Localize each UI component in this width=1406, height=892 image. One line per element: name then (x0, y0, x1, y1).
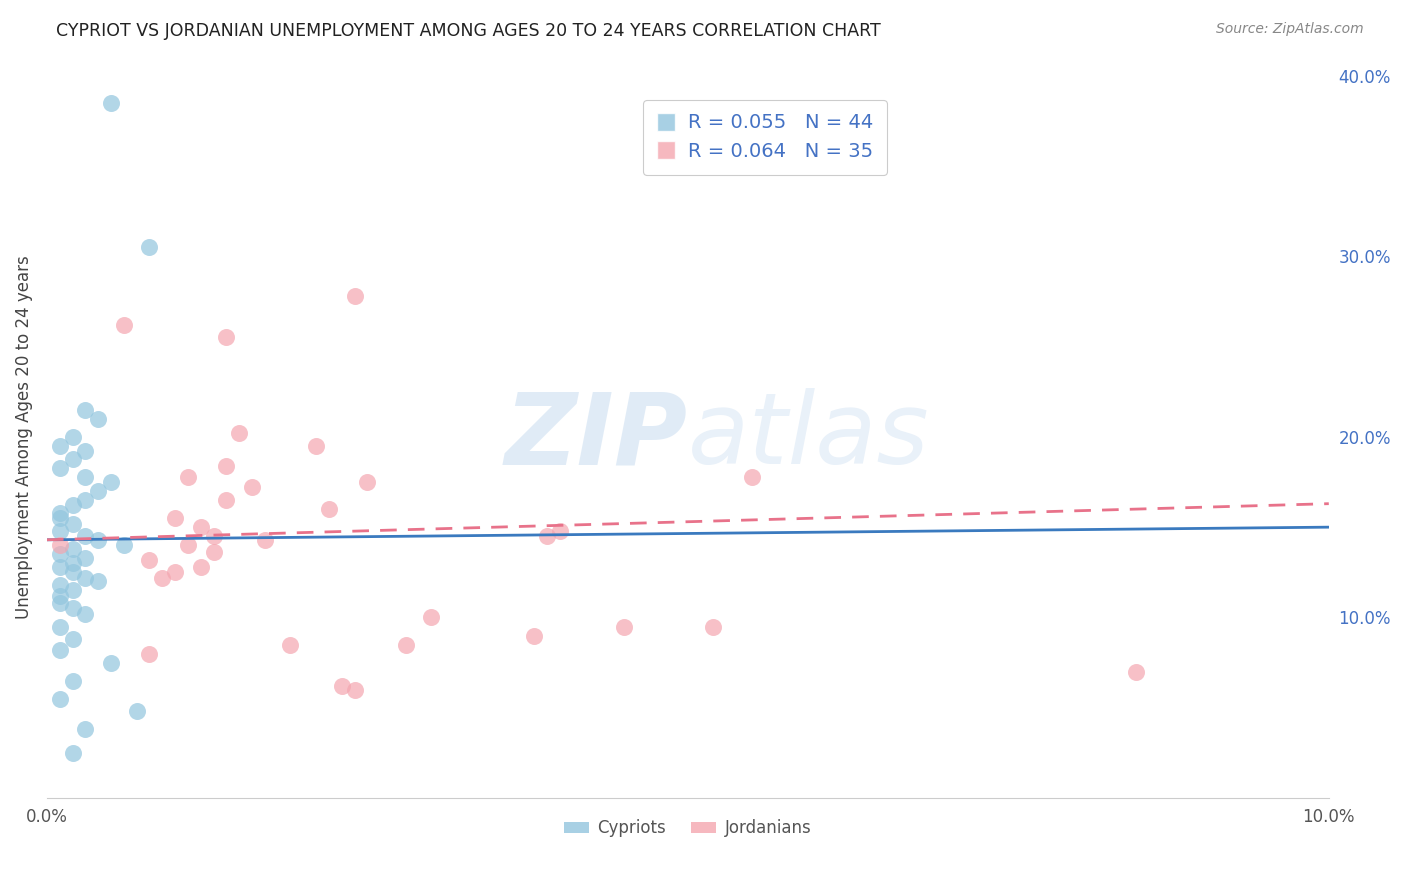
Point (48, 619, 70, 633)
Point (48, 596, 70, 610)
Point (62, 451, 84, 466)
Point (138, 552, 160, 566)
Point (138, 240, 160, 254)
Point (420, 610, 443, 624)
Text: CYPRIOT VS JORDANIAN UNEMPLOYMENT AMONG AGES 20 TO 24 YEARS CORRELATION CHART: CYPRIOT VS JORDANIAN UNEMPLOYMENT AMONG … (56, 22, 882, 40)
Point (62, 583, 84, 598)
Point (48, 691, 70, 706)
Point (702, 619, 724, 633)
Point (215, 458, 238, 473)
Point (190, 520, 212, 534)
Point (100, 95, 122, 110)
Point (87, 533, 110, 547)
Point (253, 533, 276, 547)
Point (240, 480, 263, 494)
Point (48, 578, 70, 592)
Text: ZIP: ZIP (505, 388, 688, 485)
Point (202, 529, 225, 543)
Point (548, 524, 571, 538)
Point (305, 439, 328, 453)
Point (343, 289, 366, 303)
Point (48, 439, 70, 453)
Point (356, 475, 378, 489)
Point (1125, 665, 1147, 679)
Point (215, 330, 238, 344)
Point (48, 547, 70, 561)
Point (87, 574, 110, 589)
Point (112, 318, 135, 332)
Point (215, 493, 238, 508)
Point (75, 444, 97, 458)
Point (318, 502, 340, 516)
Point (62, 556, 84, 570)
Point (75, 571, 97, 585)
Point (330, 679, 353, 693)
Point (48, 524, 70, 538)
Point (280, 638, 302, 652)
Point (48, 643, 70, 657)
Point (48, 589, 70, 603)
Point (395, 638, 418, 652)
Point (62, 601, 84, 615)
Point (87, 411, 110, 425)
Point (523, 629, 546, 643)
Point (48, 538, 70, 552)
Point (62, 566, 84, 580)
Point (75, 402, 97, 417)
Text: Source: ZipAtlas.com: Source: ZipAtlas.com (1216, 22, 1364, 37)
Point (48, 506, 70, 520)
Point (112, 538, 135, 552)
Point (48, 460, 70, 475)
Point (62, 499, 84, 513)
Point (177, 538, 200, 552)
Point (75, 529, 97, 543)
Point (228, 426, 250, 441)
Point (165, 566, 187, 580)
Point (125, 705, 148, 719)
Point (62, 430, 84, 444)
Point (150, 571, 173, 585)
Point (343, 682, 366, 697)
Point (75, 607, 97, 621)
Point (62, 516, 84, 531)
Point (48, 560, 70, 574)
Point (75, 550, 97, 565)
Point (62, 632, 84, 647)
Y-axis label: Unemployment Among Ages 20 to 24 years: Unemployment Among Ages 20 to 24 years (15, 255, 32, 619)
Point (87, 483, 110, 498)
Point (613, 619, 636, 633)
Point (75, 469, 97, 483)
Point (62, 746, 84, 760)
Point (100, 656, 122, 670)
Point (165, 511, 187, 525)
Point (190, 560, 212, 574)
Point (75, 723, 97, 737)
Legend: Cypriots, Jordanians: Cypriots, Jordanians (558, 813, 818, 844)
Point (62, 673, 84, 688)
Point (100, 475, 122, 489)
Point (741, 469, 763, 483)
Point (536, 529, 558, 543)
Point (48, 511, 70, 525)
Point (202, 545, 225, 559)
Point (62, 541, 84, 556)
Point (177, 469, 200, 483)
Point (138, 647, 160, 661)
Text: atlas: atlas (688, 388, 929, 485)
Point (75, 493, 97, 508)
